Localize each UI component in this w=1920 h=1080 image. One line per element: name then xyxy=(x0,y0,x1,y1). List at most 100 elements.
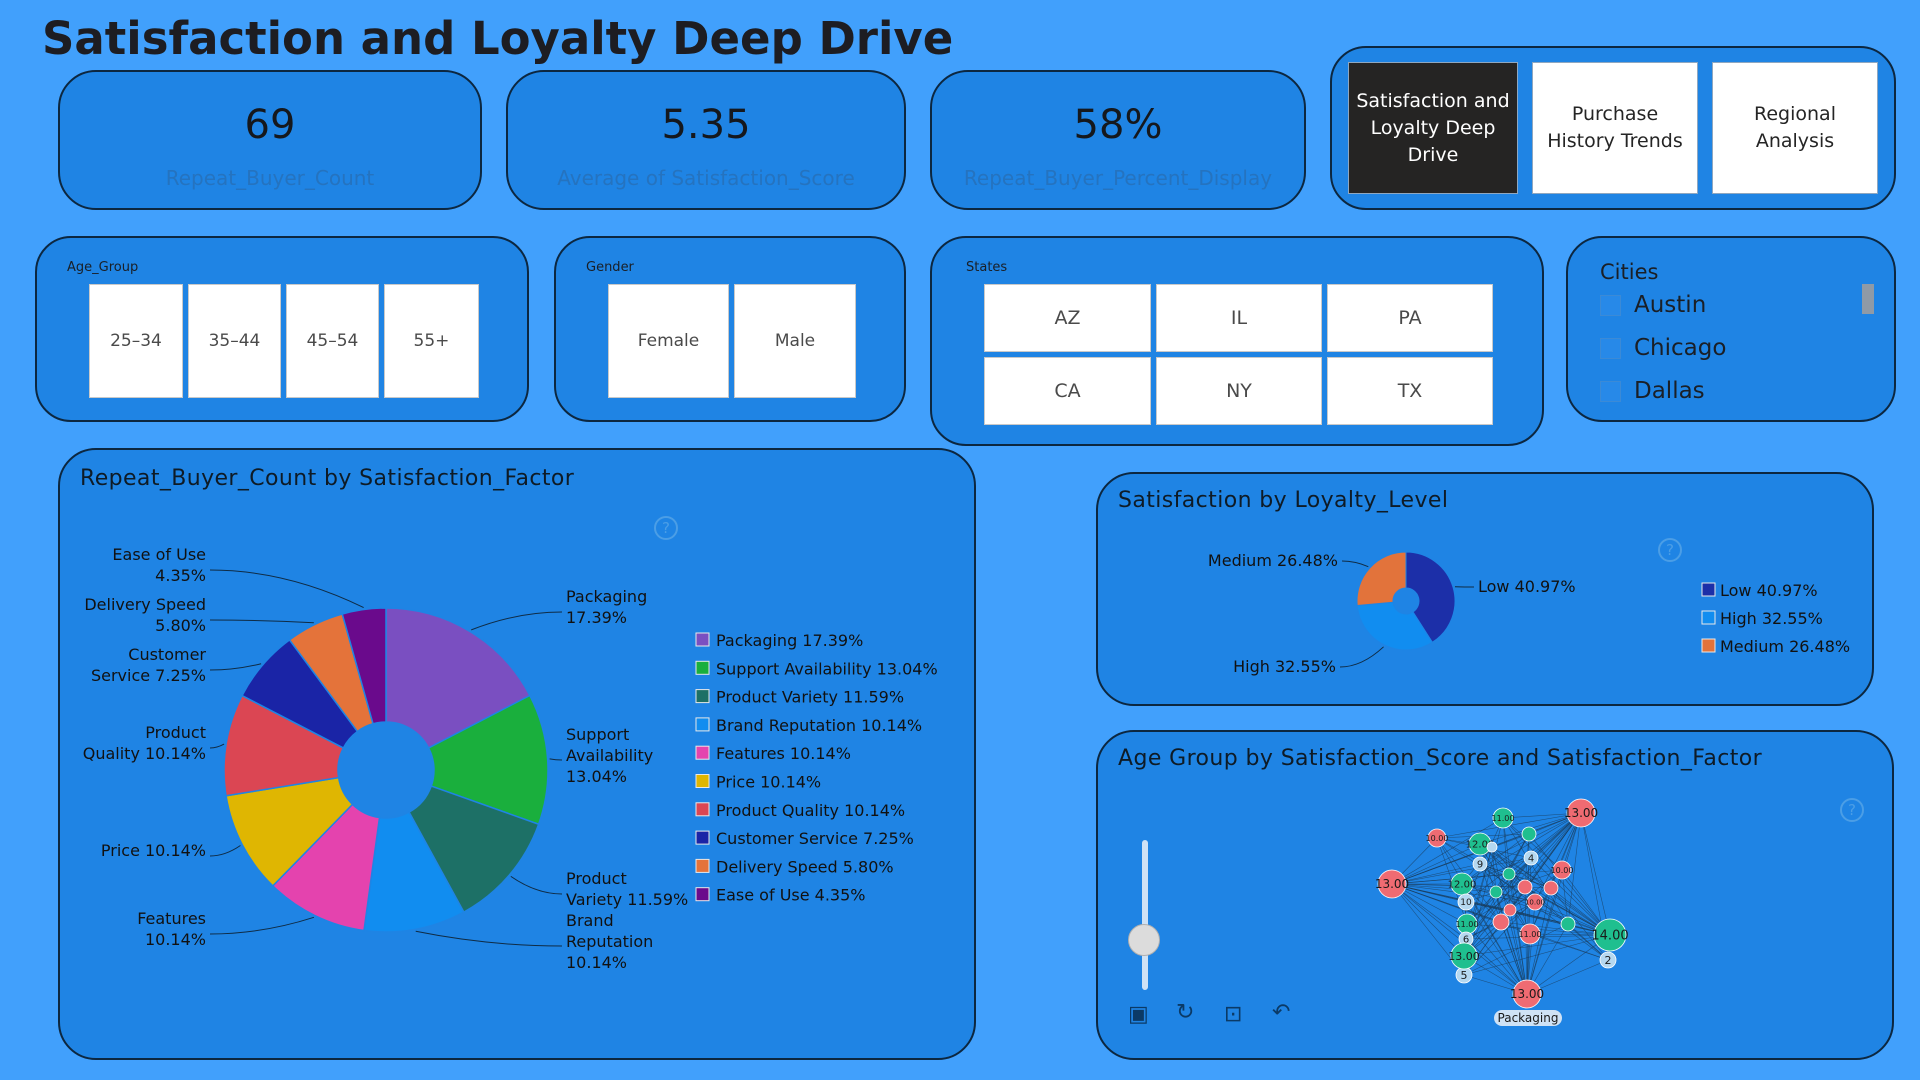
network-edge xyxy=(1391,817,1504,885)
legend-item[interactable]: Price 10.14% xyxy=(716,773,821,792)
checkbox[interactable] xyxy=(1600,294,1621,316)
callout-label: Product Quality 10.14% xyxy=(83,723,206,763)
legend-item[interactable]: Low 40.97% xyxy=(1720,581,1818,600)
checkbox[interactable] xyxy=(1600,337,1621,359)
network-node[interactable] xyxy=(1489,885,1503,899)
network-edge xyxy=(1391,883,1465,957)
network-node[interactable] xyxy=(1457,893,1475,911)
network-node[interactable] xyxy=(1503,903,1517,917)
state-option-pa[interactable]: PA xyxy=(1327,284,1493,352)
network-edge xyxy=(1463,934,1611,976)
callout-label: Packaging 17.39% xyxy=(566,587,647,627)
network-edge xyxy=(1529,933,1609,961)
network-node[interactable] xyxy=(1486,841,1498,853)
refresh-icon[interactable]: ↻ xyxy=(1176,1000,1195,1025)
nav-purchase-history-button[interactable]: Purchase History Trends xyxy=(1532,62,1698,194)
pie-slice[interactable] xyxy=(385,607,531,749)
legend-item[interactable]: Product Quality 10.14% xyxy=(716,801,905,820)
legend-item[interactable]: Brand Reputation 10.14% xyxy=(716,716,922,735)
checkbox[interactable] xyxy=(1600,380,1621,402)
state-option-az[interactable]: AZ xyxy=(984,284,1151,352)
legend-swatch xyxy=(695,774,710,788)
network-node-label: 4 xyxy=(1528,854,1534,865)
help-circle-icon[interactable]: ? xyxy=(1658,538,1682,562)
nav-regional-analysis-button[interactable]: Regional Analysis xyxy=(1712,62,1878,194)
state-option-ca[interactable]: CA xyxy=(984,357,1151,425)
legend-item[interactable]: Customer Service 7.25% xyxy=(716,829,914,848)
city-option-austin[interactable]: Austin xyxy=(1600,292,1706,318)
state-option-ny[interactable]: NY xyxy=(1156,357,1322,425)
callout-line xyxy=(549,758,563,761)
nav-satisfaction-loyalty-button[interactable]: Satisfaction and Loyalty Deep Drive xyxy=(1348,62,1518,194)
state-option-tx[interactable]: TX xyxy=(1327,357,1493,425)
legend-item[interactable]: Features 10.14% xyxy=(716,744,851,763)
callout-line xyxy=(1341,560,1369,568)
kpi-label: Repeat_Buyer_Percent_Display xyxy=(963,166,1273,190)
network-node[interactable] xyxy=(1599,951,1617,969)
slicer-title: Age_Group xyxy=(67,260,139,275)
network-node[interactable] xyxy=(1427,828,1447,848)
network-node[interactable] xyxy=(1566,798,1596,828)
network-node[interactable] xyxy=(1512,979,1542,1009)
camera-icon[interactable]: ▣ xyxy=(1128,1002,1149,1027)
kpi-card-repeat-buyer-percent: 58% Repeat_Buyer_Percent_Display xyxy=(930,70,1306,210)
network-edge xyxy=(1530,857,1611,936)
pie-slice[interactable] xyxy=(1356,601,1434,651)
state-option-il[interactable]: IL xyxy=(1156,284,1322,352)
network-node[interactable] xyxy=(1521,826,1537,842)
network-node[interactable] xyxy=(1450,942,1478,970)
legend-swatch xyxy=(695,689,710,704)
legend-item[interactable]: Product Variety 11.59% xyxy=(716,688,904,707)
network-node[interactable] xyxy=(1552,860,1572,880)
age-option-45-54[interactable]: 45–54 xyxy=(286,284,379,398)
help-circle-icon[interactable]: ? xyxy=(654,516,678,540)
network-edge xyxy=(1526,959,1609,995)
network-node[interactable] xyxy=(1523,850,1539,866)
network-node[interactable] xyxy=(1502,867,1516,881)
network-edge xyxy=(1502,817,1511,911)
zoom-slider-handle[interactable] xyxy=(1128,924,1160,956)
help-circle-icon[interactable]: ? xyxy=(1840,798,1864,822)
gender-option-male[interactable]: Male xyxy=(734,284,856,398)
cities-scrollbar[interactable] xyxy=(1862,284,1874,314)
network-node[interactable] xyxy=(1517,879,1533,895)
pie-slice[interactable] xyxy=(1356,551,1407,607)
age-option-25-34[interactable]: 25–34 xyxy=(89,284,183,398)
network-edge xyxy=(1502,817,1563,871)
slicer-title: States xyxy=(966,260,1008,275)
legend-swatch xyxy=(695,660,710,675)
age-option-55-plus[interactable]: 55+ xyxy=(384,284,479,398)
legend-item[interactable]: Support Availability 13.04% xyxy=(716,659,938,678)
network-node[interactable] xyxy=(1492,807,1514,829)
network-node[interactable] xyxy=(1543,880,1559,896)
city-option-dallas[interactable]: Dallas xyxy=(1600,378,1705,404)
callout-label: Support Availability 13.04% xyxy=(566,725,653,786)
legend-item[interactable]: Medium 26.48% xyxy=(1720,637,1850,656)
age-group-slicer: Age_Group 25–34 35–44 45–54 55+ xyxy=(35,236,529,422)
zoom-slider-track[interactable] xyxy=(1142,840,1148,990)
lock-icon[interactable]: ⊡ xyxy=(1224,1002,1243,1027)
network-node[interactable] xyxy=(1526,893,1544,911)
city-option-chicago[interactable]: Chicago xyxy=(1600,335,1726,361)
network-edge xyxy=(1580,812,1611,936)
network-node[interactable] xyxy=(1593,918,1627,952)
pie-slice[interactable] xyxy=(408,785,540,914)
legend-item[interactable]: Ease of Use 4.35% xyxy=(716,886,866,905)
legend-swatch xyxy=(695,717,710,732)
network-node[interactable] xyxy=(1560,916,1576,932)
network-node[interactable] xyxy=(1519,923,1541,945)
undo-icon[interactable]: ↶ xyxy=(1272,1000,1291,1025)
legend-item[interactable]: Packaging 17.39% xyxy=(716,631,863,650)
network-edge xyxy=(1495,833,1530,893)
network-node[interactable] xyxy=(1472,856,1488,872)
pie-slice[interactable] xyxy=(341,607,387,725)
network-node[interactable] xyxy=(1377,869,1407,899)
age-option-35-44[interactable]: 35–44 xyxy=(188,284,281,398)
legend-item[interactable]: High 32.55% xyxy=(1720,609,1823,628)
network-edge xyxy=(1495,891,1611,936)
pie-slice[interactable] xyxy=(427,694,549,826)
network-node-label: 6 xyxy=(1463,935,1469,946)
network-node[interactable] xyxy=(1492,913,1510,931)
legend-item[interactable]: Delivery Speed 5.80% xyxy=(716,857,894,876)
gender-option-female[interactable]: Female xyxy=(608,284,729,398)
